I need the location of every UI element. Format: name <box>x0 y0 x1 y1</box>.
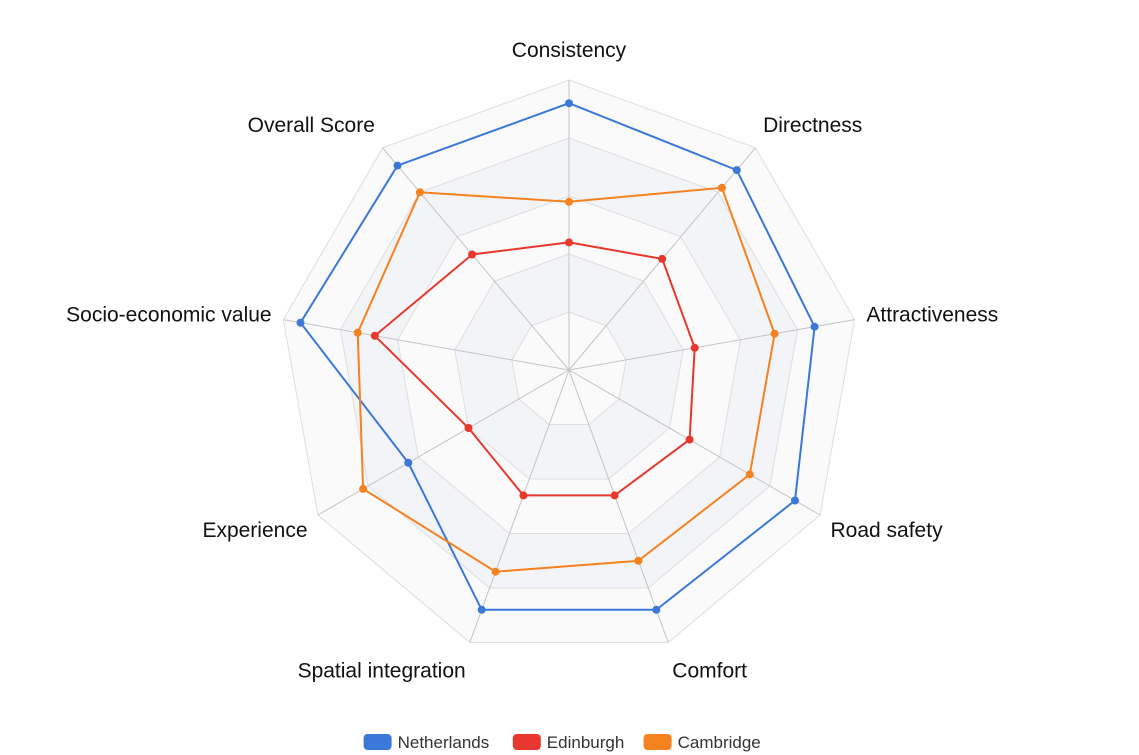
data-point-edinburgh-4[interactable] <box>610 491 619 500</box>
axis-label-0: Consistency <box>512 39 627 62</box>
data-point-cambridge-6[interactable] <box>359 484 368 493</box>
data-point-netherlands-8[interactable] <box>393 161 402 170</box>
legend[interactable]: Netherlands Edinburgh Cambridge <box>363 733 761 752</box>
data-point-cambridge-2[interactable] <box>770 329 779 338</box>
data-point-edinburgh-0[interactable] <box>565 238 573 247</box>
axis-label-1: Directness <box>763 114 862 137</box>
legend-label: Edinburgh <box>547 733 625 752</box>
legend-swatch <box>643 734 672 750</box>
axis-label-4: Comfort <box>672 660 747 683</box>
spoke-7 <box>283 319 570 371</box>
data-point-netherlands-1[interactable] <box>732 166 741 175</box>
axis-label-3: Road safety <box>831 519 944 542</box>
legend-item-cambridge[interactable]: Cambridge <box>643 733 761 752</box>
spoke-8 <box>382 147 570 371</box>
axis-labels: Consistency Directness Attractiveness Road … <box>66 39 998 683</box>
data-point-netherlands-7[interactable] <box>296 318 305 327</box>
spoke-5 <box>469 369 570 643</box>
data-point-cambridge-3[interactable] <box>745 470 754 479</box>
axis-label-2: Attractiveness <box>866 303 998 326</box>
legend-swatch <box>363 734 392 750</box>
series-line-netherlands <box>299 102 816 611</box>
data-point-netherlands-2[interactable] <box>810 322 819 331</box>
data-point-netherlands-6[interactable] <box>404 458 413 467</box>
legend-item-netherlands[interactable]: Netherlands <box>363 733 490 752</box>
legend-item-edinburgh[interactable]: Edinburgh <box>512 733 625 752</box>
data-point-netherlands-3[interactable] <box>791 496 799 505</box>
spoke-2 <box>568 319 855 371</box>
axis-label-5: Spatial integration <box>298 660 466 683</box>
radar-grid <box>282 79 856 643</box>
data-point-cambridge-5[interactable] <box>491 567 500 576</box>
data-point-netherlands-0[interactable] <box>565 99 573 108</box>
data-point-edinburgh-2[interactable] <box>690 343 699 352</box>
data-point-edinburgh-5[interactable] <box>519 491 528 500</box>
data-point-netherlands-5[interactable] <box>477 605 486 614</box>
data-point-edinburgh-8[interactable] <box>468 250 477 259</box>
data-point-edinburgh-6[interactable] <box>464 424 473 432</box>
axis-label-6: Experience <box>202 519 307 542</box>
axis-label-7: Socio-economic value <box>66 303 271 326</box>
data-point-netherlands-4[interactable] <box>652 605 661 614</box>
data-point-edinburgh-3[interactable] <box>685 435 694 444</box>
data-point-cambridge-4[interactable] <box>634 556 643 565</box>
data-point-cambridge-8[interactable] <box>415 188 424 197</box>
data-point-cambridge-1[interactable] <box>717 183 726 192</box>
legend-label: Netherlands <box>398 733 490 752</box>
spoke-3 <box>568 369 821 516</box>
legend-label: Cambridge <box>678 733 761 752</box>
radar-series <box>296 99 819 614</box>
data-point-cambridge-7[interactable] <box>353 328 362 337</box>
spoke-4 <box>568 369 669 643</box>
data-point-edinburgh-1[interactable] <box>658 254 667 263</box>
axis-label-8: Overall Score <box>248 114 375 137</box>
data-point-edinburgh-7[interactable] <box>370 331 379 340</box>
series-line-edinburgh <box>373 241 696 497</box>
data-point-cambridge-0[interactable] <box>565 197 573 206</box>
legend-swatch <box>512 734 541 750</box>
series-line-cambridge <box>356 186 776 573</box>
